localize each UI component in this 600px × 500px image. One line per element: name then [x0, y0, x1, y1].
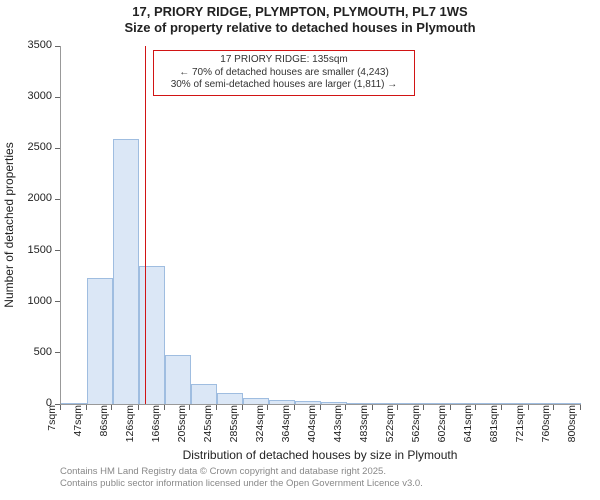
x-tick-label: 126sqm — [124, 405, 136, 442]
x-tick-mark — [501, 405, 502, 410]
x-tick-mark — [86, 405, 87, 410]
x-tick-mark — [189, 405, 190, 410]
marker-line — [145, 46, 146, 404]
y-tick-mark — [55, 404, 60, 405]
chart-container: 17, PRIORY RIDGE, PLYMPTON, PLYMOUTH, PL… — [0, 0, 600, 500]
x-tick-mark — [216, 405, 217, 410]
x-tick-label: 364sqm — [280, 405, 292, 442]
histogram-bar — [529, 403, 555, 404]
histogram-bar — [217, 393, 243, 404]
histogram-bar — [425, 403, 451, 404]
x-tick-mark — [320, 405, 321, 410]
y-tick-label: 3000 — [28, 90, 52, 102]
x-tick-label: 245sqm — [202, 405, 214, 442]
annotation-box: 17 PRIORY RIDGE: 135sqm ← 70% of detache… — [153, 50, 415, 96]
x-tick-label: 166sqm — [150, 405, 162, 442]
histogram-bar — [399, 403, 425, 404]
x-tick-mark — [111, 405, 112, 410]
y-tick-mark — [55, 301, 60, 302]
x-tick-mark — [138, 405, 139, 410]
x-tick-label: 522sqm — [384, 405, 396, 442]
x-tick-label: 681sqm — [488, 405, 500, 442]
annotation-line-2: ← 70% of detached houses are smaller (4,… — [160, 67, 408, 80]
histogram-bar — [113, 139, 139, 404]
x-tick-label: 205sqm — [176, 405, 188, 442]
x-tick-label: 285sqm — [228, 405, 240, 442]
y-tick-label: 3500 — [28, 39, 52, 51]
x-tick-mark — [423, 405, 424, 410]
x-tick-mark — [528, 405, 529, 410]
y-tick-label: 1000 — [28, 295, 52, 307]
credits-line-1: Contains HM Land Registry data © Crown c… — [60, 466, 423, 478]
x-tick-mark — [372, 405, 373, 410]
annotation-line-1: 17 PRIORY RIDGE: 135sqm — [160, 54, 408, 67]
y-tick-label: 2000 — [28, 192, 52, 204]
histogram-bar — [87, 278, 113, 404]
y-tick-label: 0 — [46, 397, 52, 409]
y-axis-label: Number of detached properties — [2, 46, 16, 404]
title-line-1: 17, PRIORY RIDGE, PLYMPTON, PLYMOUTH, PL… — [0, 4, 600, 20]
histogram-bar — [165, 355, 191, 404]
x-tick-mark — [450, 405, 451, 410]
x-tick-label: 483sqm — [358, 405, 370, 442]
plot-area: 17 PRIORY RIDGE: 135sqm ← 70% of detache… — [60, 46, 581, 405]
y-tick-mark — [55, 148, 60, 149]
y-tick-mark — [55, 352, 60, 353]
bars-layer — [61, 46, 581, 404]
y-tick-label: 500 — [34, 346, 52, 358]
x-ticks: 7sqm47sqm86sqm126sqm166sqm205sqm245sqm28… — [60, 405, 580, 447]
title-line-2: Size of property relative to detached ho… — [0, 20, 600, 36]
histogram-bar — [451, 403, 477, 404]
x-axis-label: Distribution of detached houses by size … — [60, 448, 580, 462]
x-tick-label: 602sqm — [436, 405, 448, 442]
x-tick-label: 800sqm — [566, 405, 578, 442]
x-tick-label: 721sqm — [514, 405, 526, 442]
x-tick-mark — [242, 405, 243, 410]
histogram-bar — [321, 402, 347, 404]
histogram-bar — [269, 400, 295, 404]
x-tick-label: 443sqm — [332, 405, 344, 442]
y-tick-label: 2500 — [28, 141, 52, 153]
x-tick-mark — [267, 405, 268, 410]
x-tick-label: 562sqm — [410, 405, 422, 442]
x-tick-label: 404sqm — [306, 405, 318, 442]
x-tick-label: 86sqm — [98, 405, 110, 437]
histogram-bar — [503, 403, 529, 404]
histogram-bar — [555, 403, 581, 404]
histogram-bar — [373, 403, 399, 404]
x-tick-mark — [60, 405, 61, 410]
x-tick-mark — [164, 405, 165, 410]
y-tick-label: 1500 — [28, 244, 52, 256]
y-tick-mark — [55, 97, 60, 98]
x-tick-label: 324sqm — [254, 405, 266, 442]
x-tick-mark — [345, 405, 346, 410]
credits-line-2: Contains public sector information licen… — [60, 478, 423, 490]
title-block: 17, PRIORY RIDGE, PLYMPTON, PLYMOUTH, PL… — [0, 4, 600, 37]
x-tick-label: 641sqm — [462, 405, 474, 442]
histogram-bar — [477, 403, 503, 404]
x-tick-mark — [553, 405, 554, 410]
x-tick-mark — [294, 405, 295, 410]
x-tick-label: 47sqm — [72, 405, 84, 437]
histogram-bar — [295, 401, 321, 404]
y-tick-mark — [55, 250, 60, 251]
annotation-line-3: 30% of semi-detached houses are larger (… — [160, 79, 408, 92]
credits: Contains HM Land Registry data © Crown c… — [60, 466, 423, 490]
x-tick-label: 760sqm — [540, 405, 552, 442]
y-tick-mark — [55, 199, 60, 200]
x-tick-mark — [475, 405, 476, 410]
histogram-bar — [347, 403, 373, 404]
x-tick-mark — [580, 405, 581, 410]
y-tick-mark — [55, 46, 60, 47]
histogram-bar — [243, 398, 269, 404]
histogram-bar — [191, 384, 217, 404]
x-tick-mark — [397, 405, 398, 410]
histogram-bar — [139, 266, 165, 404]
